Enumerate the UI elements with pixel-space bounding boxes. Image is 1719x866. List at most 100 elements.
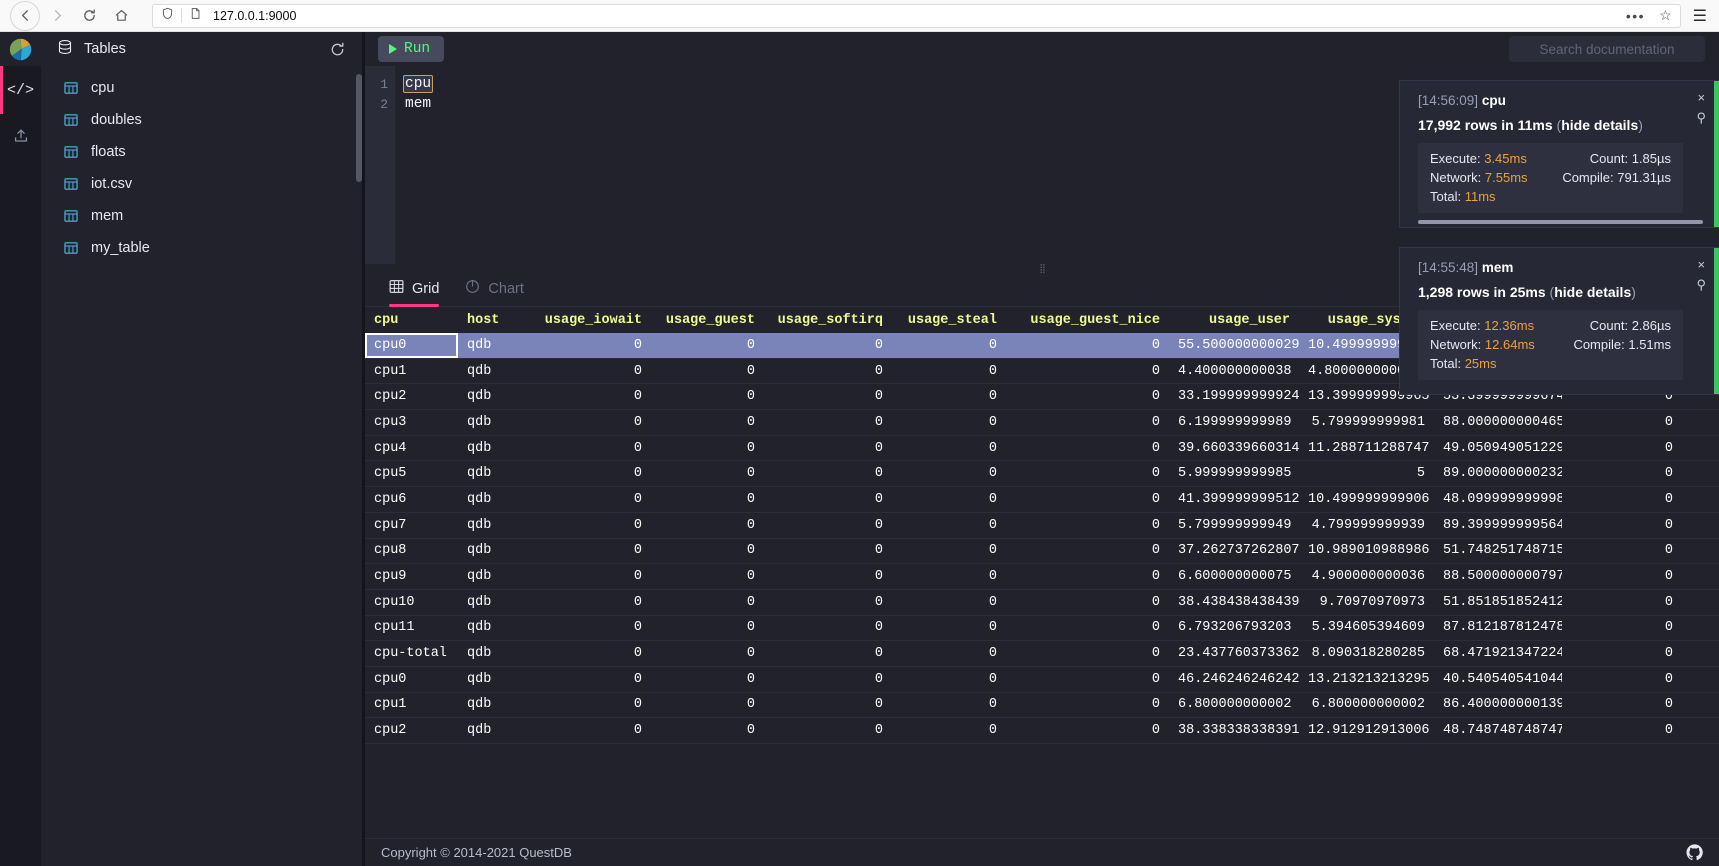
cell-host[interactable]: qdb — [467, 543, 492, 559]
cell-usage_user[interactable]: 4.400000000038 — [1178, 363, 1292, 379]
url-bar[interactable]: 127.0.0.1:9000 ••• ☆ — [152, 3, 1681, 28]
cell-usage_system[interactable]: 4.900000000036 — [1311, 569, 1425, 585]
pin-icon[interactable]: ⚲ — [1696, 277, 1706, 292]
cell-usage_steal[interactable]: 0 — [988, 594, 997, 610]
cell-usage_user[interactable]: 5.999999999985 — [1178, 466, 1292, 482]
cell-usage_softirq[interactable]: 0 — [874, 646, 883, 662]
column-header-cpu[interactable]: cpu — [374, 312, 399, 328]
cell-usage_nice[interactable]: 0 — [1664, 569, 1673, 585]
cell-usage_iowait[interactable]: 0 — [633, 414, 642, 430]
cell-usage_nice[interactable]: 0 — [1664, 543, 1673, 559]
cell-usage_guest[interactable]: 0 — [746, 414, 755, 430]
cell-usage_idle[interactable]: 86.400000000139 — [1443, 697, 1562, 713]
cell-usage_nice[interactable]: 0 — [1664, 620, 1673, 636]
cell-usage_nice[interactable]: 0 — [1664, 723, 1673, 739]
close-icon[interactable]: × — [1697, 257, 1706, 272]
cell-usage_idle[interactable]: 88.500000000797 — [1443, 569, 1562, 585]
column-header-host[interactable]: host — [467, 312, 500, 328]
cell-usage_user[interactable]: 6.199999999989 — [1178, 414, 1292, 430]
cell-cpu[interactable]: cpu2 — [374, 389, 407, 405]
cell-usage_guest_nice[interactable]: 0 — [1151, 466, 1160, 482]
cell-usage_iowait[interactable]: 0 — [633, 594, 642, 610]
list-item[interactable]: floats — [41, 136, 365, 168]
cell-cpu[interactable]: cpu5 — [374, 466, 407, 482]
cell-usage_user[interactable]: 23.437760373362 — [1178, 646, 1299, 662]
page-actions-icon[interactable]: ••• — [1625, 7, 1646, 24]
cell-usage_guest_nice[interactable]: 0 — [1151, 440, 1160, 456]
cell-host[interactable]: qdb — [467, 517, 492, 533]
cell-usage_guest[interactable]: 0 — [746, 697, 755, 713]
cell-usage_irq[interactable]: 0 — [1682, 543, 1719, 558]
code-editor[interactable]: 1 2 cpu mem — [365, 66, 1719, 271]
cell-host[interactable]: qdb — [467, 594, 492, 610]
cell-usage_irq[interactable]: 0 — [1682, 620, 1719, 635]
list-item[interactable]: mem — [41, 200, 365, 232]
home-icon[interactable] — [106, 1, 136, 31]
cell-usage_user[interactable]: 39.660339660314 — [1178, 440, 1299, 456]
cell-usage_guest[interactable]: 0 — [746, 363, 755, 379]
cell-cpu[interactable]: cpu6 — [374, 491, 407, 507]
results-grid[interactable]: cpu host usage_iowait usage_guest usage_soft… — [365, 307, 1719, 838]
cell-cpu[interactable]: cpu9 — [374, 569, 407, 585]
cell-host[interactable]: qdb — [467, 671, 492, 687]
column-header-usage_guest_nice[interactable]: usage_guest_nice — [1030, 312, 1160, 328]
cell-usage_softirq[interactable]: 0 — [874, 414, 883, 430]
cell-usage_softirq[interactable]: 0 — [874, 620, 883, 636]
cell-host[interactable]: qdb — [467, 723, 492, 739]
forward-arrow-icon[interactable] — [42, 1, 72, 31]
cell-host[interactable]: qdb — [467, 440, 492, 456]
list-item[interactable]: my_table — [41, 232, 365, 264]
cell-host[interactable]: qdb — [467, 389, 492, 405]
cell-usage_system[interactable]: 10.989010988986 — [1308, 543, 1430, 559]
cell-usage_system[interactable]: 5.394605394609 — [1311, 620, 1425, 636]
cell-usage_user[interactable]: 5.799999999949 — [1178, 517, 1292, 533]
table-row[interactable]: cpu9 qdb 0 0 0 0 0 6.600000000075 4.900000000036… — [365, 564, 1719, 590]
list-item[interactable]: doubles — [41, 104, 365, 136]
cell-cpu[interactable]: cpu-total — [374, 646, 447, 662]
shield-icon[interactable] — [161, 7, 174, 25]
cell-usage_user[interactable]: 55.500000000029 — [1178, 337, 1299, 353]
tab-chart[interactable]: Chart — [465, 279, 524, 306]
cell-usage_system[interactable]: 4.799999999939 — [1311, 517, 1425, 533]
cell-usage_steal[interactable]: 0 — [988, 491, 997, 507]
cell-usage_nice[interactable]: 0 — [1664, 697, 1673, 713]
notification-scrollbar[interactable] — [1418, 220, 1703, 224]
cell-usage_guest_nice[interactable]: 0 — [1151, 594, 1160, 610]
cell-usage_user[interactable]: 38.438438438439 — [1178, 594, 1299, 610]
table-row[interactable]: cpu0 qdb 0 0 0 0 0 46.246246246242 13.2132132132… — [365, 667, 1719, 693]
cell-cpu[interactable]: cpu1 — [374, 697, 407, 713]
cell-usage_nice[interactable]: 0 — [1664, 594, 1673, 610]
cell-usage_system[interactable]: 8.090318280285 — [1311, 646, 1425, 662]
table-row[interactable]: cpu5 qdb 0 0 0 0 0 5.999999999985 5 89.0000000002… — [365, 461, 1719, 488]
sidebar-item-console[interactable]: </> — [0, 66, 41, 114]
cell-usage_steal[interactable]: 0 — [988, 363, 997, 379]
cell-usage_steal[interactable]: 0 — [988, 569, 997, 585]
cell-usage_iowait[interactable]: 0 — [633, 517, 642, 533]
sidebar-item-import[interactable] — [0, 114, 41, 162]
cell-usage_nice[interactable]: 0 — [1664, 646, 1673, 662]
cell-cpu[interactable]: cpu0 — [374, 671, 407, 687]
table-row[interactable]: cpu8 qdb 0 0 0 0 0 37.262737262807 10.9890109889… — [365, 539, 1719, 565]
cell-host[interactable]: qdb — [467, 363, 492, 379]
cell-usage_steal[interactable]: 0 — [988, 440, 997, 456]
cell-usage_user[interactable]: 38.338338338391 — [1178, 723, 1299, 739]
cell-host[interactable]: qdb — [467, 646, 492, 662]
cell-usage_idle[interactable]: 51.748251748715 — [1443, 543, 1562, 559]
cell-usage_iowait[interactable]: 0 — [633, 466, 642, 482]
cell-cpu[interactable]: cpu3 — [374, 414, 407, 430]
cell-usage_guest_nice[interactable]: 0 — [1151, 414, 1160, 430]
bookmark-star-icon[interactable]: ☆ — [1659, 7, 1672, 23]
cell-usage_system[interactable]: 12.912912913006 — [1308, 723, 1430, 739]
cell-usage_steal[interactable]: 0 — [988, 389, 997, 405]
cell-usage_steal[interactable]: 0 — [988, 646, 997, 662]
cell-usage_nice[interactable]: 0 — [1664, 491, 1673, 507]
tab-grid[interactable]: Grid — [389, 279, 440, 307]
cell-usage_softirq[interactable]: 0 — [874, 440, 883, 456]
cell-usage_softirq[interactable]: 0 — [874, 466, 883, 482]
cell-usage_softirq[interactable]: 0 — [874, 543, 883, 559]
cell-usage_iowait[interactable]: 0 — [633, 543, 642, 559]
cell-usage_guest[interactable]: 0 — [746, 440, 755, 456]
close-icon[interactable]: × — [1697, 90, 1706, 105]
cell-usage_guest[interactable]: 0 — [746, 594, 755, 610]
cell-usage_softirq[interactable]: 0 — [874, 491, 883, 507]
